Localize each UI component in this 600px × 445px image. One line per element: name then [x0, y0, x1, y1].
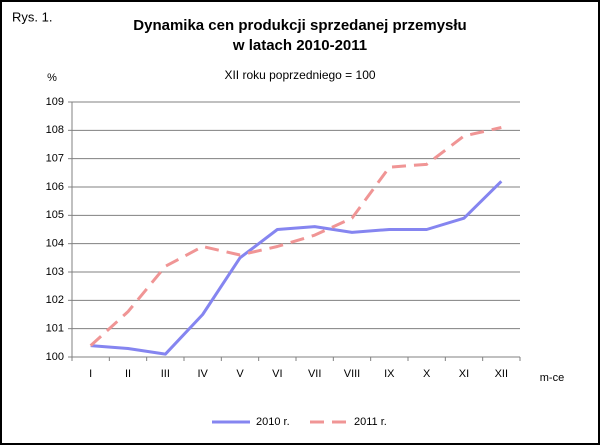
y-tick-label: 109	[46, 96, 64, 108]
x-tick-label: VIII	[344, 368, 361, 380]
x-tick-label: II	[125, 368, 131, 380]
x-tick-label: XII	[495, 368, 508, 380]
chart-title: Dynamika cen produkcji sprzedanej przemy…	[133, 17, 466, 34]
y-axis-label: %	[47, 72, 57, 84]
series-line	[90, 180, 503, 356]
y-tick-label: 103	[46, 266, 64, 278]
y-tick-label: 100	[46, 351, 64, 363]
x-tick-label: X	[423, 368, 431, 380]
series-line	[89, 126, 502, 347]
y-tick-label: 105	[46, 209, 64, 221]
x-tick-label: IX	[384, 368, 395, 380]
y-tick-label: 101	[46, 323, 64, 335]
figure-label: Rys. 1.	[12, 9, 52, 24]
x-tick-label: I	[89, 368, 92, 380]
x-tick-label: IV	[197, 368, 208, 380]
chart-title: w latach 2010-2011	[232, 37, 367, 54]
legend-label: 2010 r.	[256, 416, 290, 428]
x-tick-label: VI	[272, 368, 282, 380]
y-tick-label: 106	[46, 181, 64, 193]
x-tick-label: VII	[308, 368, 321, 380]
y-tick-label: 102	[46, 294, 64, 306]
y-tick-label: 104	[46, 238, 64, 250]
y-tick-label: 107	[46, 153, 64, 165]
x-tick-label: III	[161, 368, 170, 380]
y-tick-label: 108	[46, 124, 64, 136]
x-tick-label: XI	[459, 368, 469, 380]
x-tick-label: V	[236, 368, 244, 380]
legend-label: 2011 r.	[354, 416, 387, 428]
x-axis-label: m-ce	[540, 372, 564, 384]
chart-subtitle: XII roku poprzedniego = 100	[224, 68, 375, 82]
